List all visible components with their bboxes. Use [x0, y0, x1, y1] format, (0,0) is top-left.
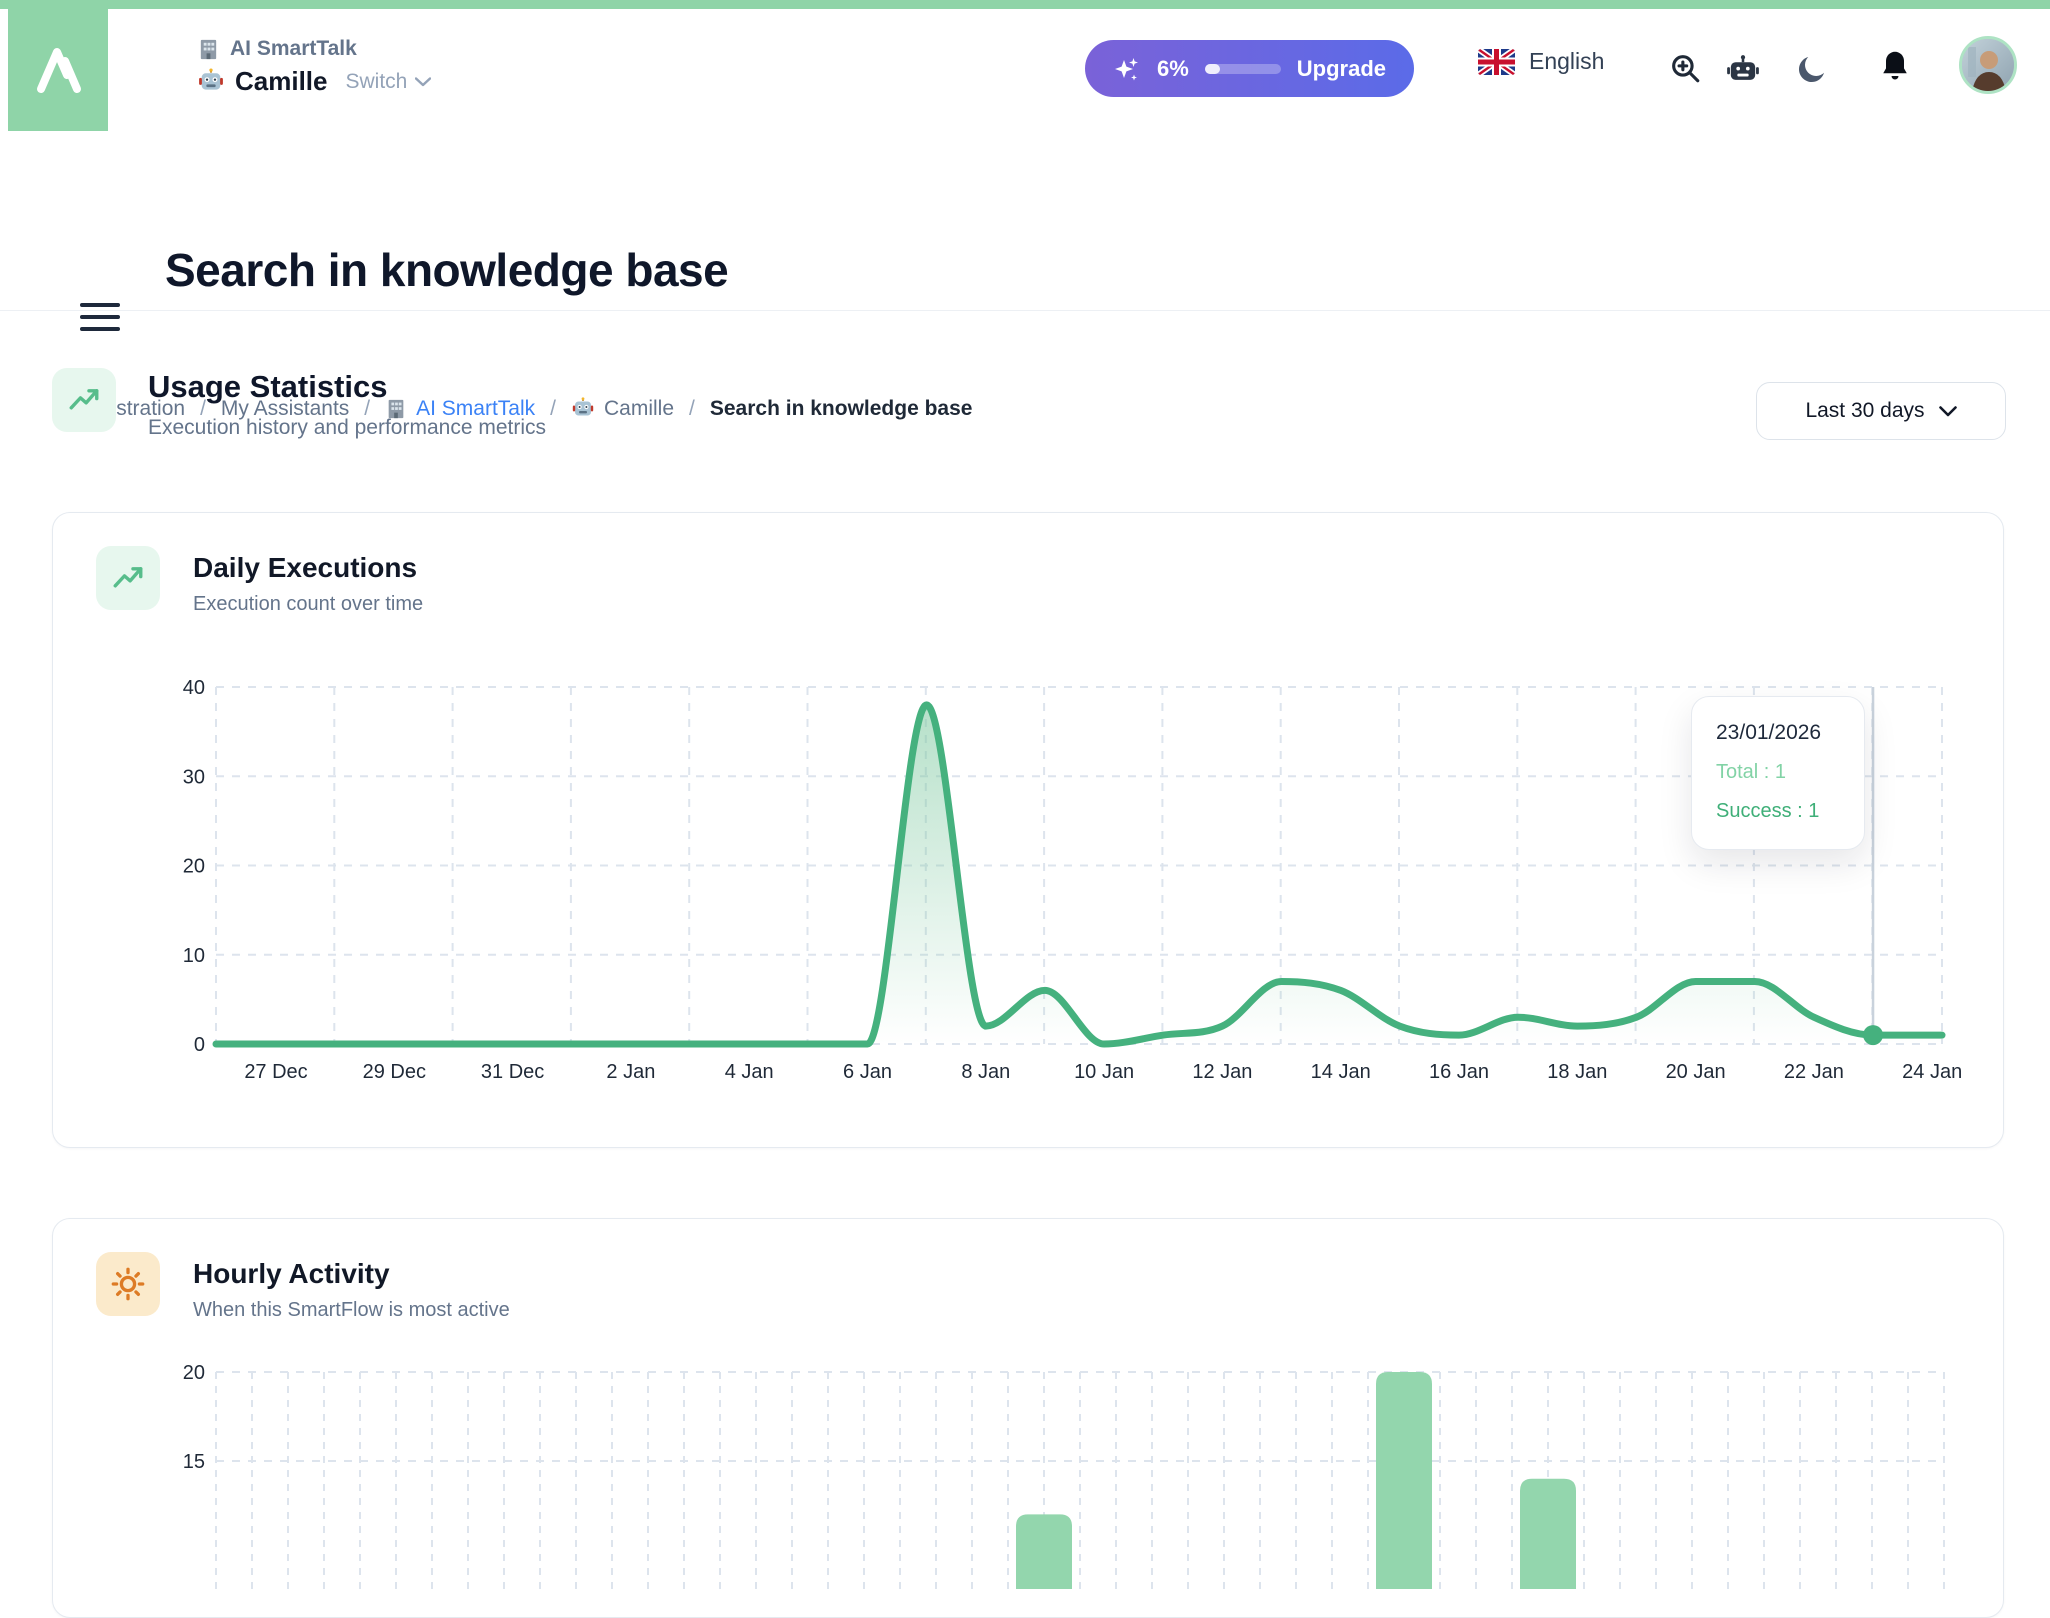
chevron-down-icon — [415, 77, 431, 87]
upgrade-progress-track — [1205, 64, 1281, 74]
sun-icon — [110, 1266, 146, 1302]
assistant-switch-button[interactable]: Switch — [346, 70, 432, 94]
hourly-activity-title: Hourly Activity — [193, 1258, 390, 1290]
svg-text:29 Dec: 29 Dec — [363, 1061, 426, 1083]
assistant-robot-button[interactable] — [1726, 53, 1760, 87]
workspace-row: AI SmartTalk — [197, 37, 357, 61]
user-avatar[interactable] — [1959, 36, 2017, 94]
assistant-name: Camille — [235, 66, 328, 97]
robot-icon — [197, 68, 225, 96]
hourly-activity-card: Hourly Activity When this SmartFlow is m… — [52, 1218, 2004, 1618]
daily-executions-title: Daily Executions — [193, 552, 417, 584]
svg-text:8 Jan: 8 Jan — [961, 1061, 1010, 1083]
svg-text:40: 40 — [183, 677, 205, 699]
trending-up-icon — [67, 383, 101, 417]
assistant-row: Camille Switch — [197, 66, 431, 97]
svg-text:4 Jan: 4 Jan — [725, 1061, 774, 1083]
moon-icon — [1794, 51, 1830, 87]
tooltip-date: 23/01/2026 — [1716, 721, 1840, 745]
notifications-button[interactable] — [1878, 49, 1912, 85]
upgrade-progress-fill — [1205, 64, 1220, 74]
menu-button[interactable] — [80, 303, 120, 331]
zoom-in-icon — [1668, 51, 1702, 85]
hourly-activity-subtitle: When this SmartFlow is most active — [193, 1299, 510, 1322]
breadcrumb-separator: / — [550, 397, 556, 421]
date-range-label: Last 30 days — [1805, 399, 1924, 423]
page-heading-section: Search in knowledge base Administration … — [0, 131, 2050, 311]
robot-head-icon — [1726, 53, 1760, 87]
zoom-in-button[interactable] — [1668, 51, 1702, 85]
hourly-activity-icon-badge — [96, 1252, 160, 1316]
page-title: Search in knowledge base — [165, 243, 728, 297]
svg-text:22 Jan: 22 Jan — [1784, 1061, 1844, 1083]
building-icon — [197, 38, 220, 61]
workspace-name: AI SmartTalk — [230, 37, 357, 61]
robot-icon — [571, 397, 595, 421]
svg-text:16 Jan: 16 Jan — [1429, 1061, 1489, 1083]
svg-text:20 Jan: 20 Jan — [1666, 1061, 1726, 1083]
date-range-select[interactable]: Last 30 days — [1756, 382, 2006, 440]
language-selector[interactable]: English — [1478, 48, 1604, 75]
svg-text:10: 10 — [183, 945, 205, 967]
hourly-activity-chart[interactable]: 2015 — [53, 1349, 2002, 1589]
breadcrumb-current-page: Search in knowledge base — [710, 397, 973, 421]
daily-executions-card: Daily Executions Execution count over ti… — [52, 512, 2004, 1148]
brand-top-strip — [0, 0, 2050, 9]
dark-mode-toggle[interactable] — [1794, 51, 1830, 87]
svg-text:14 Jan: 14 Jan — [1311, 1061, 1371, 1083]
language-label: English — [1529, 48, 1604, 75]
logo-mark — [27, 39, 89, 101]
svg-text:20: 20 — [183, 1362, 205, 1384]
svg-text:10 Jan: 10 Jan — [1074, 1061, 1134, 1083]
svg-text:12 Jan: 12 Jan — [1192, 1061, 1252, 1083]
trending-up-icon — [111, 561, 145, 595]
chevron-down-icon — [1939, 406, 1957, 417]
svg-text:30: 30 — [183, 766, 205, 788]
bell-icon — [1878, 49, 1912, 85]
app-logo[interactable] — [8, 9, 108, 131]
svg-text:27 Dec: 27 Dec — [244, 1061, 307, 1083]
chart-tooltip: 23/01/2026 Total : 1 Success : 1 — [1691, 696, 1865, 850]
svg-text:15: 15 — [183, 1451, 205, 1473]
switch-label: Switch — [346, 70, 408, 94]
breadcrumb-assistant[interactable]: Camille — [571, 397, 674, 421]
uk-flag-icon — [1478, 49, 1515, 75]
svg-text:31 Dec: 31 Dec — [481, 1061, 544, 1083]
breadcrumb-separator: / — [689, 397, 695, 421]
upgrade-percent: 6% — [1157, 56, 1189, 82]
svg-text:18 Jan: 18 Jan — [1547, 1061, 1607, 1083]
top-bar: AI SmartTalk Camille Switch 6% Upgrade E… — [0, 9, 2050, 132]
svg-text:0: 0 — [194, 1034, 205, 1056]
usage-stats-icon-badge — [52, 368, 116, 432]
usage-stats-subtitle: Execution history and performance metric… — [148, 416, 546, 440]
svg-text:6 Jan: 6 Jan — [843, 1061, 892, 1083]
upgrade-label: Upgrade — [1297, 56, 1386, 82]
daily-executions-subtitle: Execution count over time — [193, 593, 423, 616]
tooltip-success: Success : 1 — [1716, 800, 1840, 823]
svg-text:20: 20 — [183, 856, 205, 878]
svg-text:2 Jan: 2 Jan — [606, 1061, 655, 1083]
daily-executions-icon-badge — [96, 546, 160, 610]
upgrade-button[interactable]: 6% Upgrade — [1085, 40, 1414, 97]
svg-text:24 Jan: 24 Jan — [1902, 1061, 1962, 1083]
sparkles-icon — [1113, 55, 1141, 83]
usage-stats-title: Usage Statistics — [148, 369, 388, 405]
tooltip-total: Total : 1 — [1716, 761, 1840, 784]
